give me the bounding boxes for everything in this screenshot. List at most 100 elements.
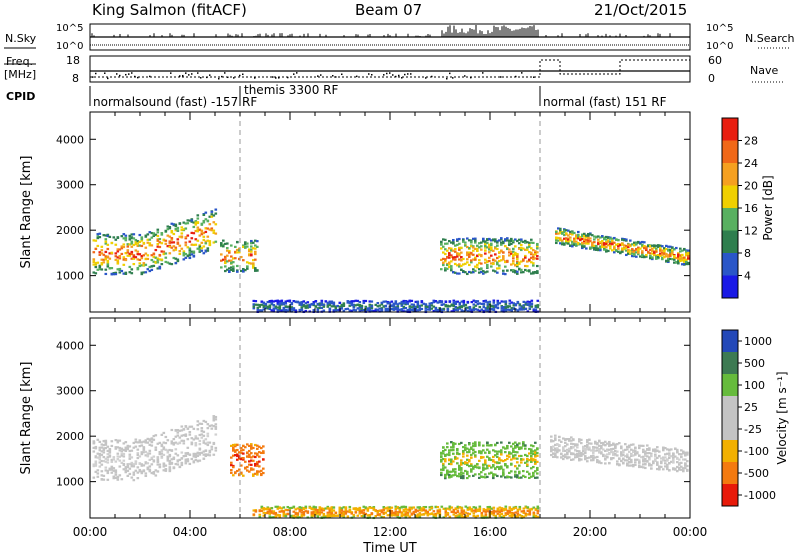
data-cell — [352, 306, 356, 309]
data-cell — [498, 259, 501, 263]
data-cell — [520, 248, 523, 252]
data-cell — [620, 447, 623, 450]
data-cell — [508, 241, 511, 244]
data-cell — [666, 448, 669, 451]
data-cell — [442, 452, 445, 455]
data-cell — [664, 459, 667, 462]
data-cell — [452, 305, 456, 308]
data-cell — [106, 259, 110, 263]
data-cell — [554, 437, 557, 440]
nsky-label: N.Sky — [5, 32, 37, 45]
data-cell — [488, 237, 491, 241]
data-cell — [380, 309, 384, 313]
data-cell — [376, 305, 380, 308]
data-cell — [176, 242, 180, 245]
data-cell — [644, 452, 647, 455]
data-cell — [284, 308, 288, 312]
data-cell — [302, 514, 306, 517]
y-tick-label: 2000 — [56, 224, 84, 237]
data-cell — [631, 243, 634, 246]
data-cell — [256, 447, 259, 450]
data-cell — [126, 447, 130, 451]
data-cell — [214, 425, 218, 429]
data-cell — [236, 248, 239, 252]
data-cell — [406, 513, 410, 516]
data-cell — [574, 448, 577, 452]
data-cell — [150, 456, 154, 459]
data-cell — [631, 249, 634, 253]
data-cell — [492, 455, 495, 459]
data-cell — [466, 252, 469, 255]
data-cell — [220, 244, 223, 248]
data-cell — [206, 443, 210, 447]
data-cell — [300, 511, 304, 514]
data-cell — [112, 467, 116, 470]
data-cell — [164, 260, 168, 264]
data-cell — [474, 464, 477, 467]
data-cell — [452, 242, 455, 245]
data-cell — [180, 425, 184, 428]
data-cell — [536, 247, 539, 250]
data-cell — [587, 242, 590, 245]
data-cell — [124, 448, 128, 451]
data-cell — [510, 237, 513, 241]
data-cell — [480, 302, 484, 306]
data-cell — [170, 428, 174, 432]
data-cell — [262, 511, 266, 514]
data-cell — [160, 433, 164, 436]
data-cell — [300, 506, 304, 509]
data-cell — [394, 507, 398, 511]
data-cell — [530, 238, 533, 241]
data-cell — [682, 458, 685, 461]
data-cell — [570, 447, 573, 450]
data-cell — [92, 446, 96, 449]
data-cell — [128, 252, 132, 255]
data-cell — [532, 262, 535, 265]
data-cell — [428, 508, 432, 511]
data-cell — [208, 240, 212, 243]
data-cell — [506, 454, 509, 457]
data-cell — [555, 237, 558, 240]
data-cell — [174, 435, 178, 438]
data-cell — [618, 457, 621, 460]
data-cell — [680, 461, 683, 464]
data-cell — [554, 447, 557, 450]
data-cell — [250, 452, 253, 455]
data-cell — [492, 249, 495, 252]
power-colorbar-label: Power [dB] — [761, 175, 775, 240]
data-cell — [172, 249, 176, 252]
data-cell — [102, 478, 106, 481]
data-cell — [526, 506, 530, 509]
data-cell — [478, 443, 481, 447]
data-cell — [667, 254, 670, 257]
data-cell — [358, 512, 362, 515]
data-cell — [675, 256, 678, 260]
data-cell — [660, 457, 663, 460]
data-cell — [474, 442, 477, 446]
data-cell — [494, 443, 497, 446]
data-cell — [182, 251, 186, 255]
data-cell — [504, 245, 507, 248]
data-cell — [196, 428, 200, 431]
data-cell — [106, 471, 110, 475]
colorbar-block — [722, 208, 738, 231]
data-cell — [140, 452, 144, 455]
data-cell — [444, 258, 447, 261]
data-cell — [304, 507, 308, 510]
data-cell — [492, 262, 495, 265]
data-cell — [320, 508, 324, 511]
data-cell — [132, 441, 136, 445]
data-cell — [178, 441, 182, 445]
data-cell — [400, 511, 404, 514]
data-cell — [116, 250, 120, 253]
data-cell — [668, 469, 671, 472]
data-cell — [498, 461, 501, 465]
data-cell — [396, 512, 400, 515]
data-cell — [186, 458, 190, 461]
data-cell — [116, 236, 120, 239]
data-cell — [600, 452, 603, 455]
data-cell — [559, 242, 562, 245]
data-cell — [122, 233, 126, 236]
data-cell — [564, 445, 567, 448]
data-cell — [490, 304, 494, 307]
